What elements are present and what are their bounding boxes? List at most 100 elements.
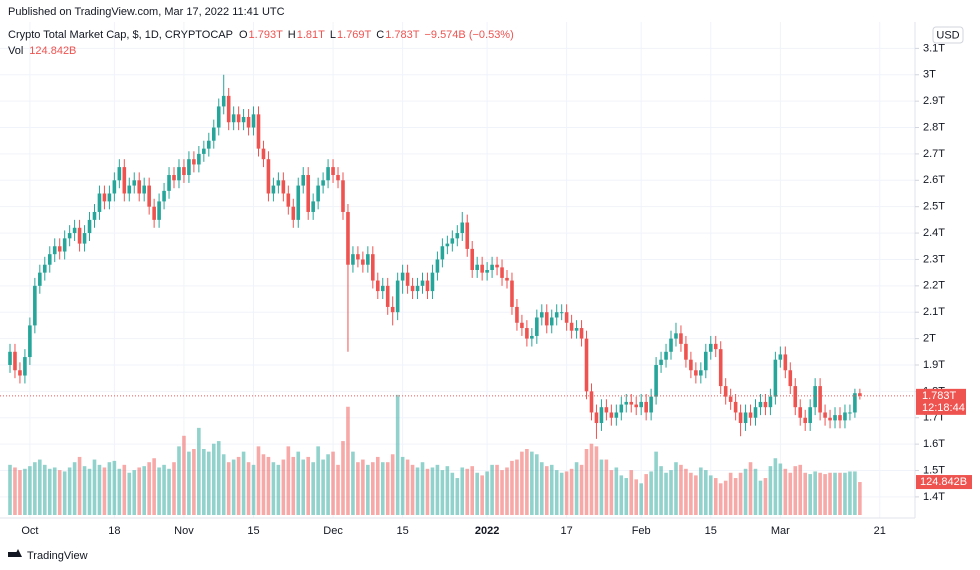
footer-brand: TradingView [27,550,88,562]
candle-body [599,407,604,424]
volume-bar [202,449,206,515]
candle-body [649,396,653,413]
volume-bar [535,454,539,515]
volume-bar [505,467,509,515]
volume-bar [475,472,479,515]
volume-bar [400,456,405,515]
volume-bar [554,470,559,515]
volume-bar [763,478,768,515]
volume-bar [515,459,519,515]
volume-bar [211,443,216,515]
candle-body [336,175,340,181]
footer-logo [8,549,22,557]
volume-bar [67,467,72,515]
candle-body [539,312,544,318]
candle-body [793,386,798,408]
volume-bar [127,472,132,515]
candle-body [743,412,748,424]
volume-bar [18,470,22,515]
candle-body [679,333,683,344]
volume-bar [708,475,713,515]
y-tick-label: 2.6T [923,174,945,186]
candle-body [366,254,370,265]
volume-bar [713,478,718,515]
candle-body [604,407,609,413]
candle-body [246,116,251,128]
volume-bar [172,462,176,515]
volume-bar [465,468,470,515]
legend-symbol: Crypto Total Market Cap, $, 1D, CRYPTOCA… [8,29,233,41]
volume-bar [828,472,832,515]
volume-bar [47,468,52,515]
currency-box[interactable] [932,26,964,44]
candle-body [221,95,226,107]
candle-body [753,407,758,418]
volume-bar [530,451,534,515]
candle-body [256,114,261,149]
volume-bar [371,462,375,515]
volume-bar [674,462,678,515]
candle-body [435,259,440,273]
volume-bar [410,464,415,515]
candle-body [202,148,206,154]
volume-bar [659,466,663,515]
volume-bar [271,462,276,515]
volume-bar [162,464,166,515]
candle-body [331,167,335,176]
volume-bar [833,472,837,515]
candle-body [694,370,698,376]
legend-value: 1.81T [297,29,325,41]
candle-body [107,193,112,202]
volume-bar [321,459,325,515]
candle-body [654,364,658,397]
candle-body [276,180,281,186]
candle-body [669,338,673,352]
candle-body [704,351,708,371]
candle-body [748,412,753,418]
volume-bar [748,462,753,515]
candle-body [23,357,27,376]
volume-bar [207,451,211,515]
y-tick-label: 1.5T [923,464,945,476]
candle-body [530,335,534,339]
candle-body [371,254,375,281]
volume-tag: 124.842B [920,476,967,488]
volume-bar [122,464,127,515]
volume-bar [848,471,852,515]
volume-bar [843,472,847,515]
volume-bar [539,462,544,515]
candle-body [33,285,37,326]
volume-bar [743,468,748,515]
volume-bar [107,462,112,515]
candle-body [72,227,77,234]
y-tick-label: 3.1T [923,42,945,54]
x-tick-label: Oct [21,525,38,537]
x-tick-label: 15 [247,525,259,537]
candle-body [510,280,514,307]
candle-body [629,401,634,405]
volume-bar [564,471,569,515]
candle-body [321,180,325,186]
volume-bar [420,462,425,515]
volume-bar [773,458,778,515]
volume-bar [798,464,803,515]
candle-body [192,159,196,165]
candle-body [838,415,842,421]
volume-bar [689,472,693,515]
volume-bar [336,464,340,515]
volume-bar [445,466,450,515]
candle-body [520,322,524,329]
volume-layer [8,394,862,515]
volume-bar [380,462,385,515]
candle-body [62,238,67,252]
volume-bar [62,471,67,515]
y-tick-label: 2.2T [923,280,945,292]
candle-body [853,393,857,413]
candle-body [614,412,619,418]
x-tick-label: Dec [323,525,343,537]
candle-body [639,401,643,408]
candle-body [311,201,315,212]
candle-body [733,401,738,413]
candle-body [818,386,822,413]
legend-volume-key: Vol [8,45,23,57]
